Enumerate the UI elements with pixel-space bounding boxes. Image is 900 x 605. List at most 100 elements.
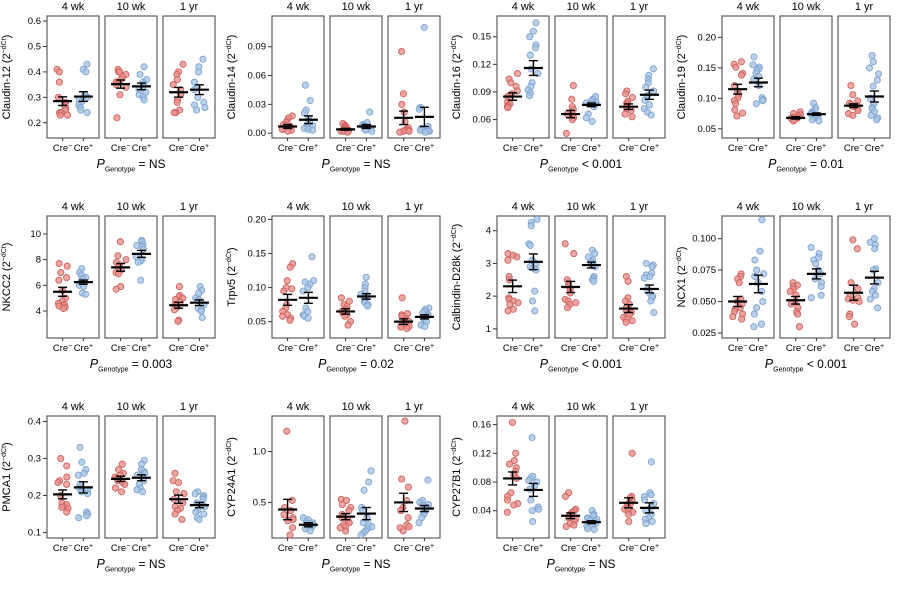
data-point: [306, 96, 314, 105]
data-point: [174, 478, 183, 487]
panel-svg: Claudin-16 (2−dCt) 0.06 0.09 0.12 0.15 4 wk Cr…: [451, 1, 666, 174]
y-tick-label: 4: [36, 306, 41, 317]
data-point: [337, 294, 345, 302]
timepoint-title: 1 yr: [630, 401, 649, 413]
panel-svg: NCX1 (2−dCt) 0.025 0.050 0.075 0.100 4 wk Cre−…: [676, 201, 891, 374]
empty-cell: [675, 400, 900, 600]
data-point: [750, 323, 758, 331]
genotype-label: Cre+: [865, 343, 884, 354]
data-point: [77, 106, 85, 114]
data-point: [513, 69, 522, 78]
data-point: [628, 449, 636, 457]
data-point: [570, 521, 578, 529]
data-point: [403, 324, 411, 333]
data-point: [170, 109, 178, 117]
data-point: [304, 284, 312, 292]
data-point: [398, 47, 406, 56]
y-tick-label: 1.0: [253, 447, 266, 458]
y-tick-label: 0.1: [28, 527, 41, 538]
data-point: [367, 467, 375, 475]
genotype-label: Cre+: [357, 543, 376, 554]
genotype-label: Cre+: [640, 343, 659, 354]
genotype-label: Cre−: [336, 143, 355, 154]
data-point: [591, 250, 599, 258]
data-point: [83, 109, 91, 117]
p-value-label: PGenotype = NS: [546, 557, 615, 574]
genotype-label: Cre+: [190, 543, 209, 554]
panel-box: [612, 415, 666, 539]
data-point: [172, 488, 180, 496]
timepoint-title: 1 yr: [180, 1, 199, 13]
data-point: [815, 117, 823, 125]
data-point: [873, 116, 881, 124]
timepoint-title: 4 wk: [512, 1, 535, 13]
data-point: [590, 277, 598, 285]
data-point: [817, 282, 825, 290]
panel-box: [721, 15, 775, 139]
data-point: [572, 299, 580, 307]
data-point: [869, 58, 877, 66]
data-point: [55, 259, 63, 268]
data-point: [55, 78, 63, 86]
data-point: [737, 71, 746, 79]
data-point: [851, 320, 859, 328]
genotype-label: Cre+: [132, 543, 151, 554]
genotype-label: Cre−: [169, 143, 188, 154]
data-point: [624, 510, 633, 518]
data-point: [345, 507, 353, 515]
timepoint-title: 1 yr: [180, 401, 199, 413]
genotype-label: Cre−: [619, 143, 638, 154]
data-point: [421, 128, 429, 136]
data-point: [280, 287, 288, 295]
data-point: [868, 52, 876, 60]
data-point: [849, 111, 857, 119]
data-point: [199, 55, 207, 63]
data-point: [64, 111, 72, 119]
data-point: [288, 285, 296, 293]
data-point: [751, 272, 759, 280]
timepoint-title: 1 yr: [855, 201, 874, 213]
data-point: [648, 263, 656, 271]
timepoint-title: 4 wk: [62, 201, 85, 213]
y-tick-label: 0.4: [28, 417, 41, 428]
data-point: [751, 256, 759, 264]
genotype-label: Cre−: [394, 343, 413, 354]
data-point: [650, 87, 658, 95]
p-value-label: PGenotype = 0.01: [768, 157, 844, 174]
y-tick-label: 0.09: [248, 42, 267, 53]
y-tick-label: 0.4: [28, 67, 41, 78]
genotype-label: Cre−: [278, 343, 297, 354]
panel-box: [162, 15, 216, 139]
data-point: [286, 263, 294, 271]
timepoint-title: 1 yr: [180, 201, 199, 213]
data-point: [729, 313, 737, 321]
panel-trpv5: Trpv5 (2−dCt) 0.05 0.10 0.15 0.20 4 wk Cre− Cre…: [225, 200, 450, 400]
data-point: [756, 247, 764, 255]
data-point: [854, 285, 862, 293]
data-point: [301, 81, 309, 89]
genotype-label: Cre−: [619, 343, 638, 354]
gene-axis-label: CYP27B1 (2−dCt): [451, 437, 463, 517]
data-point: [642, 520, 650, 528]
genotype-label: Cre−: [844, 343, 863, 354]
data-point: [570, 250, 578, 258]
data-point: [405, 127, 413, 135]
data-point: [621, 110, 629, 118]
data-point: [760, 270, 768, 278]
data-point: [171, 469, 179, 477]
genotype-label: Cre−: [561, 343, 580, 354]
data-point: [526, 33, 534, 41]
data-point: [525, 92, 534, 100]
data-point: [54, 478, 62, 487]
panel-box: [496, 15, 550, 139]
panel-box: [271, 215, 325, 339]
timepoint-title: 1 yr: [855, 1, 874, 13]
y-tick-label: 0.09: [473, 87, 492, 98]
panel-pmca1: PMCA1 (2−dCt) 0.1 0.2 0.3 0.4 4 wk Cre− Cre+ 10 …: [0, 400, 225, 600]
panel-box: [46, 215, 100, 339]
data-point: [200, 510, 208, 518]
data-point: [82, 68, 90, 76]
data-point: [80, 469, 88, 477]
panel-box: [162, 215, 216, 339]
